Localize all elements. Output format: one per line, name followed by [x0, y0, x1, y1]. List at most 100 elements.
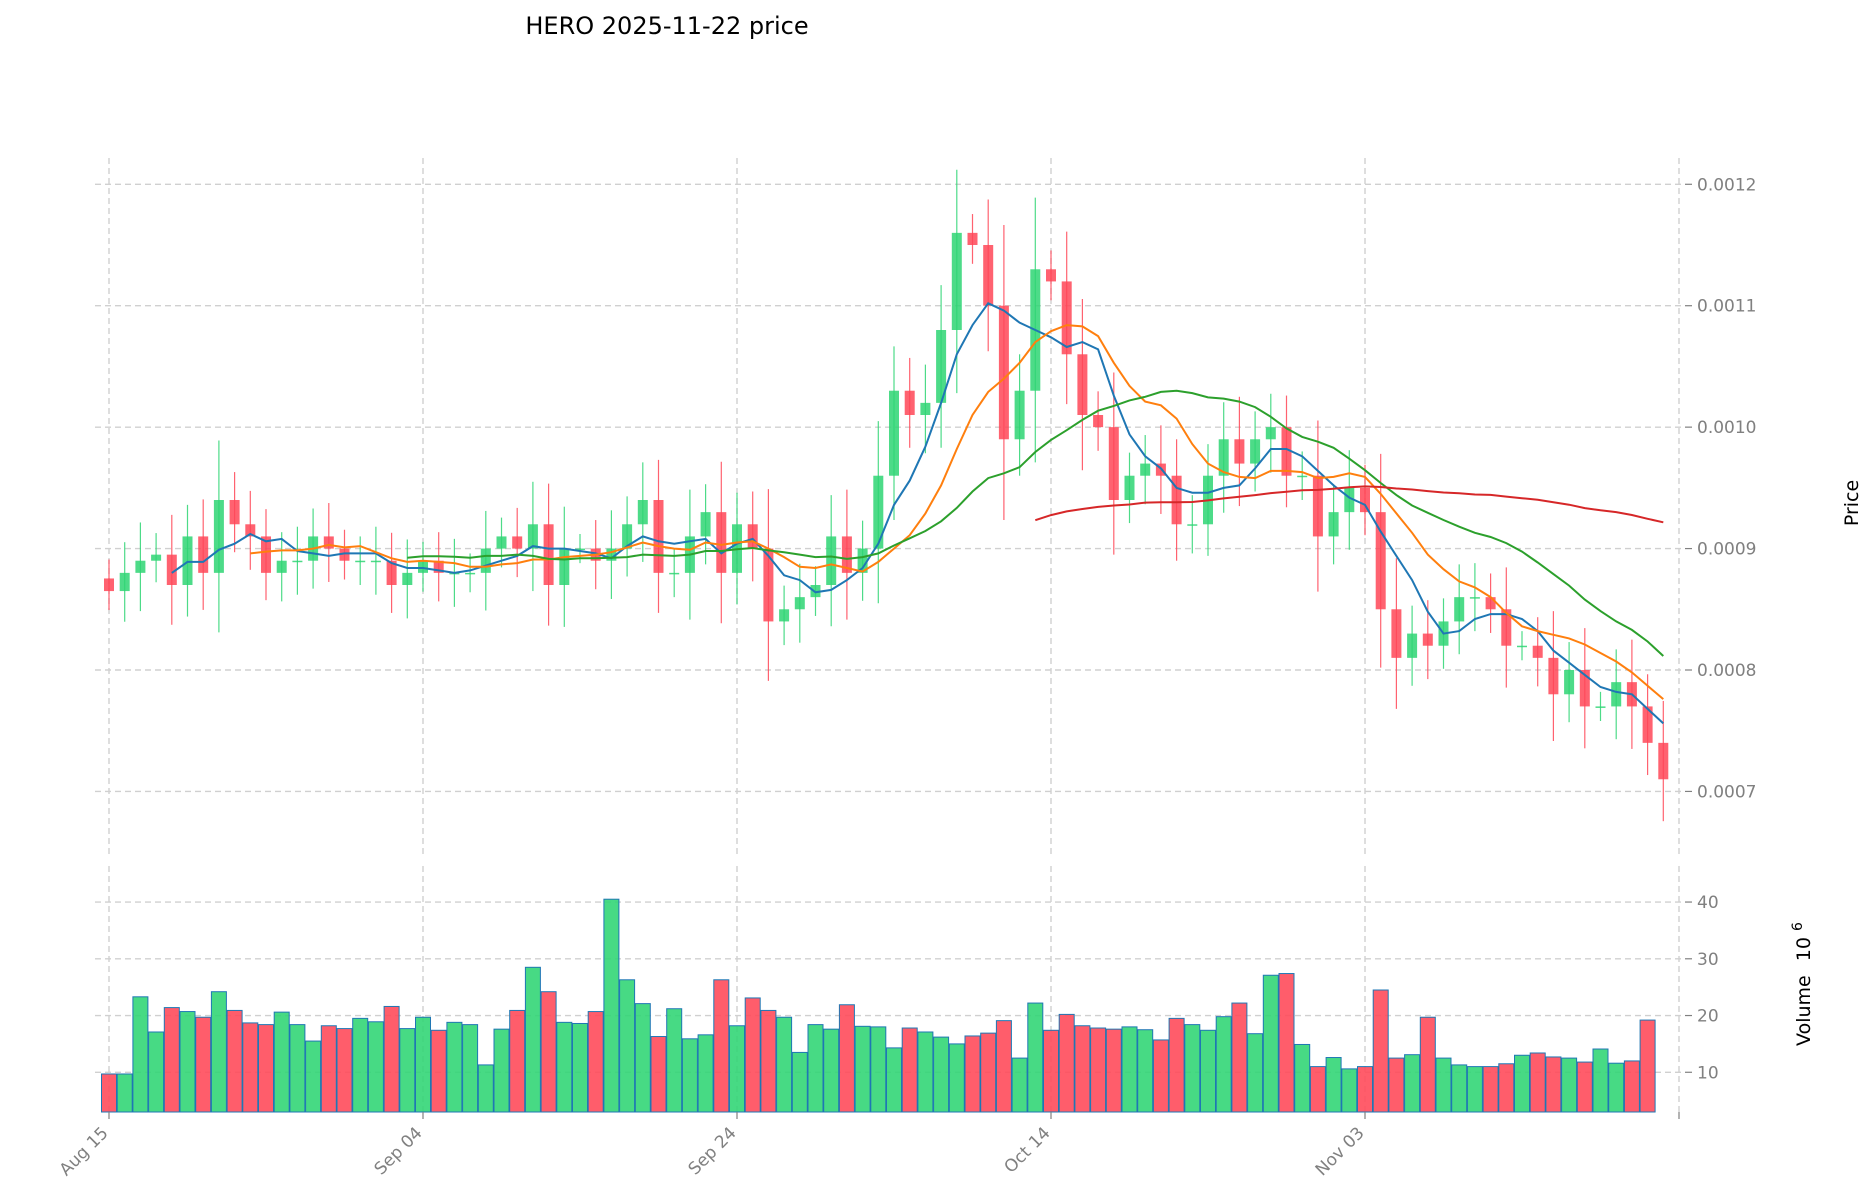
candle-body [543, 524, 554, 585]
volume-tick-label: 20 [1697, 1007, 1719, 1027]
volume-bar [415, 1016, 431, 1113]
volume-bar [807, 1024, 824, 1113]
volume-bar [179, 1011, 196, 1113]
volume-bar [1435, 1057, 1452, 1113]
candle-body [1140, 463, 1151, 476]
candle-body [700, 512, 711, 537]
candle-body [1312, 475, 1323, 537]
volume-bar [948, 1043, 965, 1113]
volume-bar [210, 991, 227, 1113]
candle-body [779, 609, 790, 622]
candle-body [1407, 633, 1418, 658]
volume-bar [399, 1028, 416, 1113]
volume-bar [760, 1009, 777, 1113]
candle-body [1485, 597, 1496, 610]
volume-bar [1592, 1048, 1609, 1113]
volume-bar [1451, 1064, 1468, 1113]
candle-body [794, 597, 805, 610]
volume-bar [1309, 1066, 1326, 1113]
volume-bar [1404, 1054, 1421, 1113]
volume-bar [1529, 1052, 1546, 1113]
candle-body [559, 548, 570, 585]
volume-bar [587, 1011, 604, 1113]
volume-bar [1137, 1029, 1154, 1113]
volume-bar [1231, 1002, 1248, 1113]
candle-body [512, 536, 523, 549]
candle-body [1532, 645, 1543, 658]
volume-bar [1341, 1068, 1358, 1113]
volume-bar [729, 1025, 745, 1113]
candle-body [716, 512, 727, 573]
candle-body [951, 232, 962, 330]
price-tick-label: 0.0010 [1697, 418, 1756, 438]
candle-body [276, 560, 287, 573]
price-tick-label: 0.0007 [1697, 782, 1756, 802]
candle-body [1579, 670, 1590, 707]
candle-body [151, 554, 162, 561]
price-tick-label: 0.0009 [1697, 540, 1756, 560]
candle-body [967, 232, 978, 245]
price-axis-label: Price [1841, 480, 1863, 526]
x-tick-label: Sep 04 [371, 1123, 427, 1179]
moving-average-lines [171, 302, 1664, 725]
volume-bar [336, 1028, 353, 1113]
candle-body [841, 536, 852, 573]
candle-body [998, 305, 1009, 440]
candle-body [669, 572, 680, 575]
candle-body [1422, 633, 1433, 646]
candle-body [1344, 487, 1355, 513]
volume-bar [854, 1025, 871, 1113]
volume-bar [1152, 1039, 1169, 1113]
volume-bar [697, 1034, 714, 1113]
candle-body [904, 390, 915, 415]
volume-bar [1576, 1061, 1593, 1113]
volume-bar [619, 979, 636, 1113]
volume-bar [509, 1009, 526, 1113]
candle-body [622, 524, 633, 549]
candle-body [747, 524, 758, 549]
x-tick-label: Sep 24 [685, 1123, 741, 1179]
candle-body [480, 548, 491, 573]
volume-bar [477, 1064, 494, 1113]
candle-body [1501, 609, 1512, 646]
candle-body [763, 548, 774, 622]
volume-bars [101, 898, 1656, 1113]
volume-bar [1090, 1027, 1107, 1113]
volume-bar [1011, 1057, 1028, 1113]
volume-bar [1639, 1019, 1656, 1113]
volume-bar [462, 1024, 479, 1113]
candle-body [496, 536, 507, 549]
volume-bar [1058, 1013, 1075, 1113]
volume-bar [1215, 1016, 1232, 1113]
x-tick-label: Nov 03 [1312, 1123, 1369, 1180]
candle-body [1391, 609, 1402, 658]
volume-bar [242, 1022, 259, 1113]
volume-bar [556, 1021, 573, 1113]
price-tick-label: 0.0011 [1697, 297, 1756, 317]
volume-tick-label: 30 [1697, 950, 1719, 970]
candle-body [418, 560, 428, 573]
candle-body [1108, 427, 1119, 500]
x-tick-label: Oct 14 [1000, 1123, 1054, 1177]
ma20-line [407, 389, 1664, 657]
candle-body [292, 560, 303, 563]
volume-bar [226, 1009, 243, 1113]
candle-body [465, 572, 476, 575]
volume-bar [901, 1027, 918, 1113]
candle-body [182, 536, 193, 585]
candle-body [1469, 597, 1480, 599]
volume-bar [352, 1017, 369, 1113]
svg-text:Volume 10 6: Volume 10 6 [1790, 922, 1815, 1046]
candle-body [1014, 390, 1025, 440]
candle-body [920, 402, 931, 415]
chart-title: HERO 2025-11-22 price [525, 12, 808, 40]
volume-bar [195, 1016, 212, 1113]
volume-bar [493, 1028, 510, 1113]
candle-body [104, 578, 114, 592]
candle-body [245, 524, 256, 537]
volume-bar [1561, 1057, 1578, 1113]
candle-body [1297, 475, 1308, 478]
candle-body [606, 548, 617, 561]
volume-bar [273, 1011, 290, 1113]
